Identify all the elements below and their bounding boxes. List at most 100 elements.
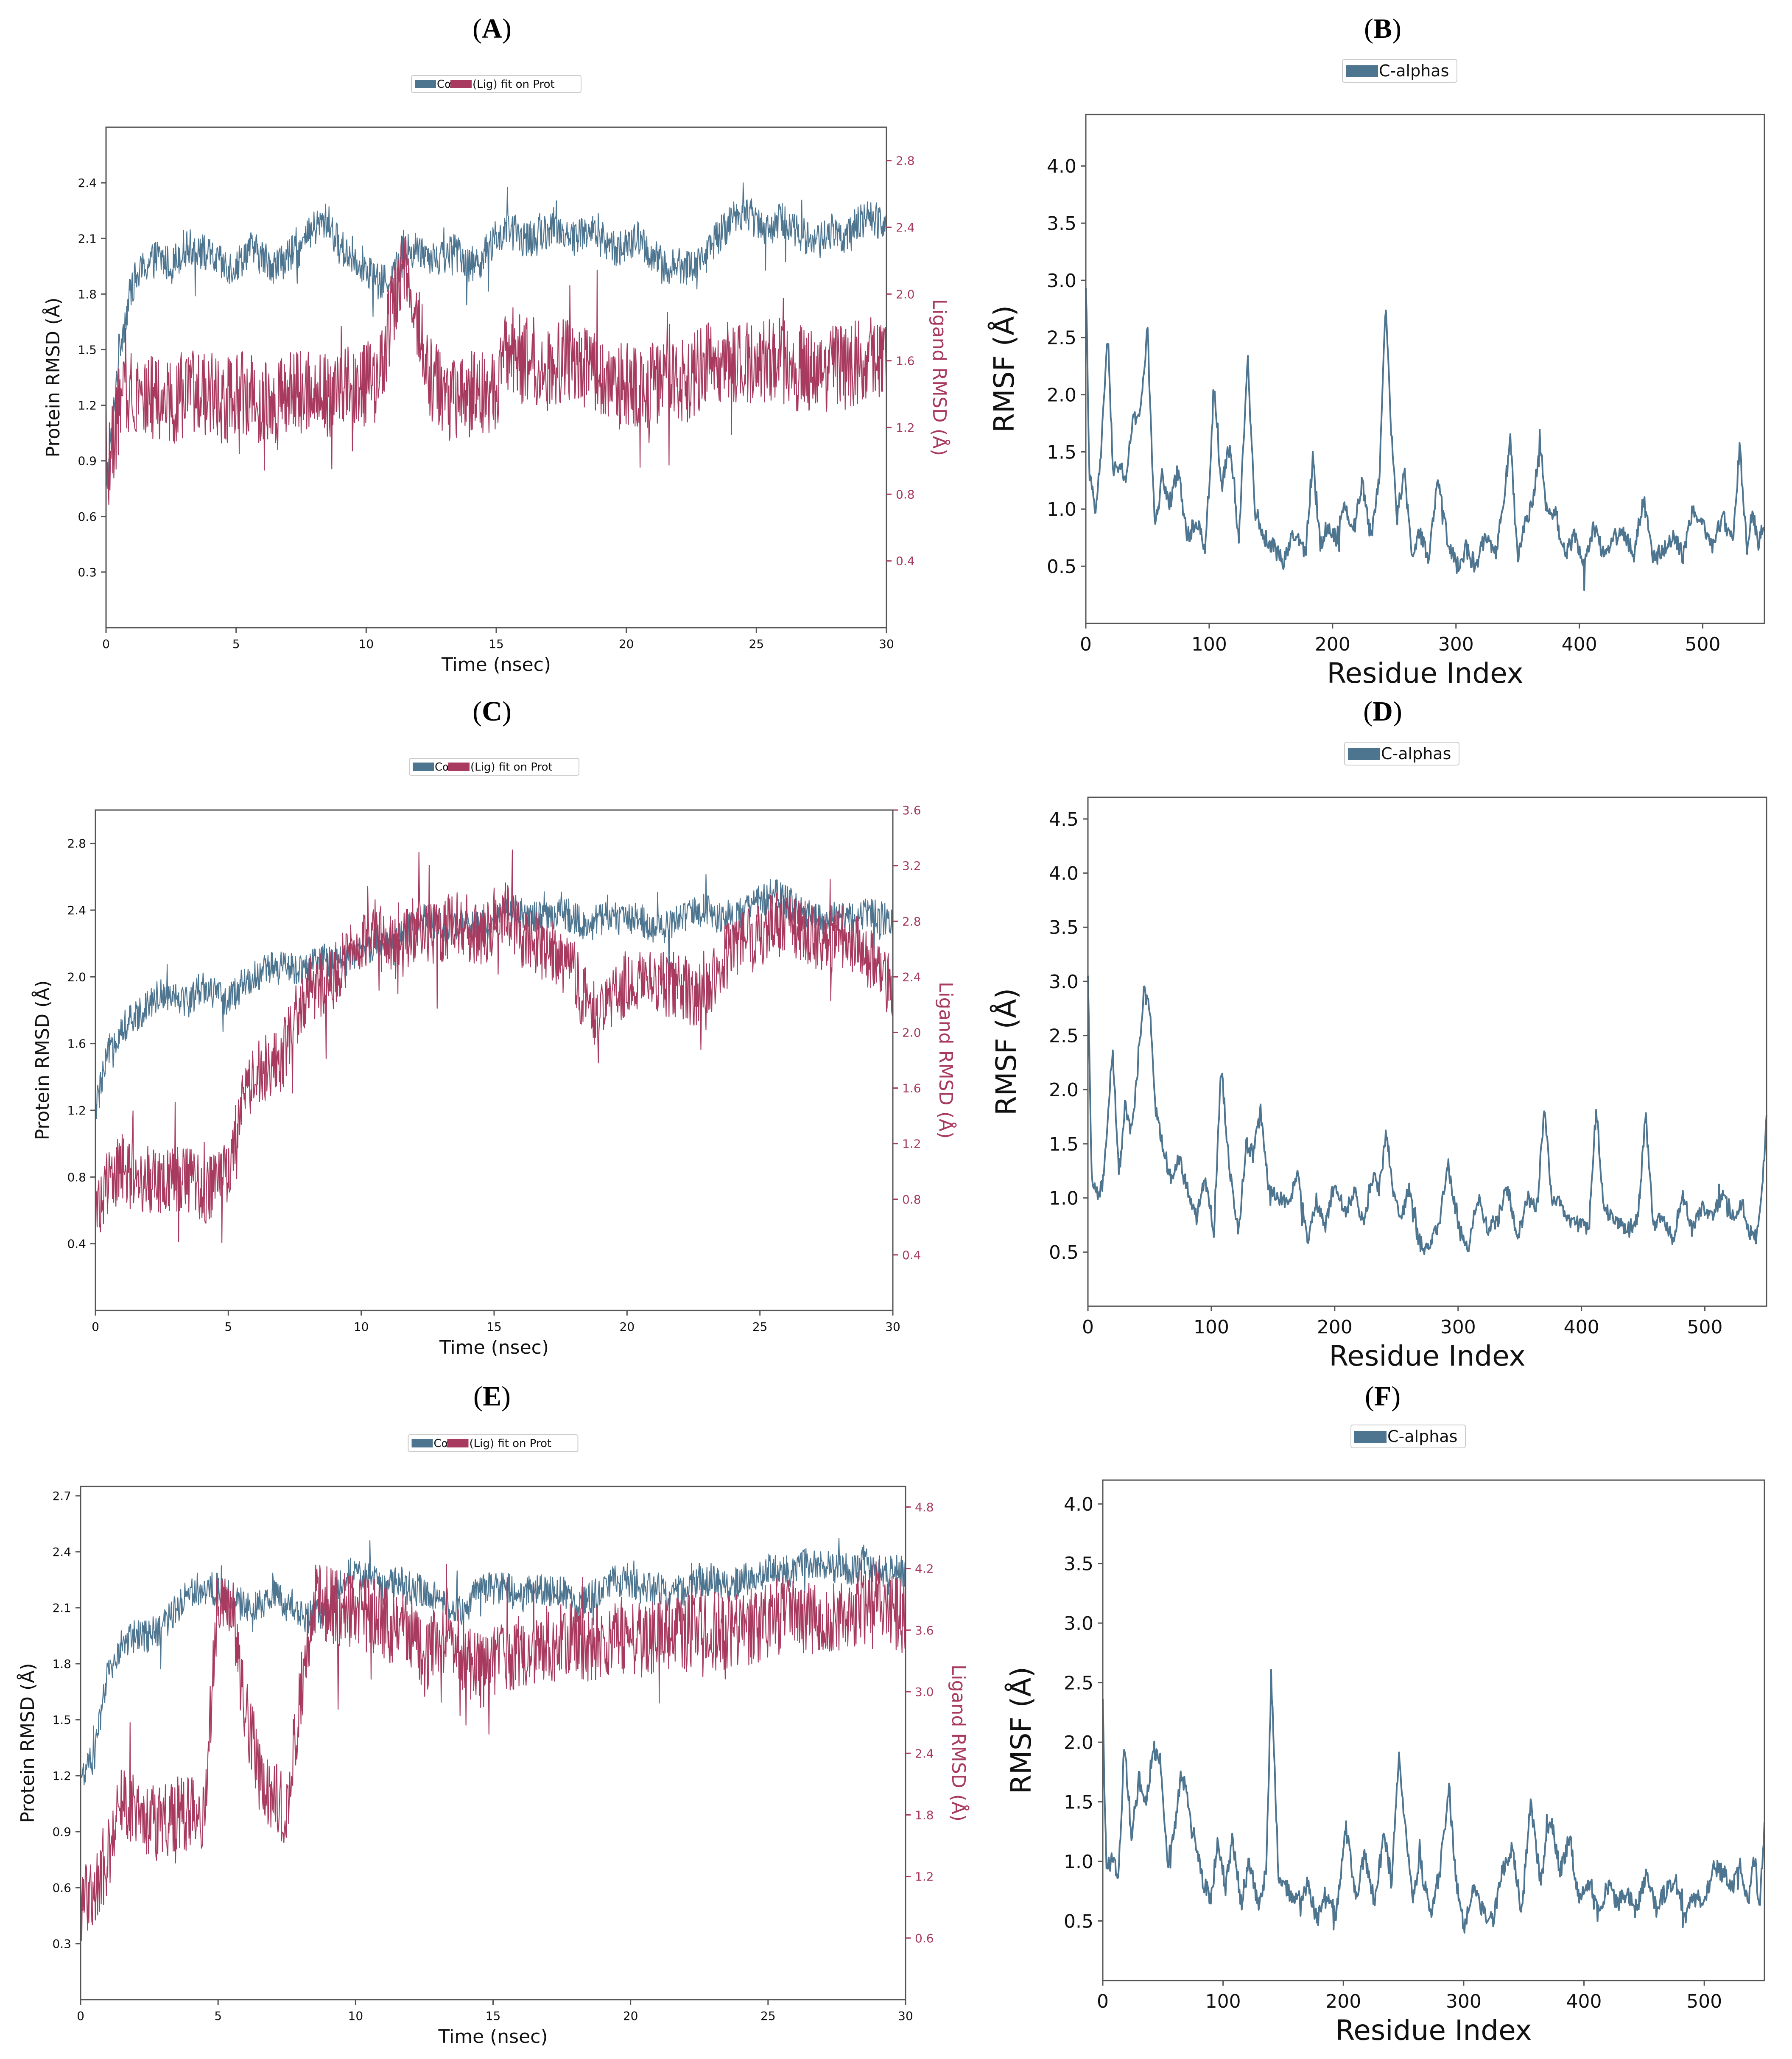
legend-label-f: C-alphas	[1387, 1427, 1457, 1446]
x-tick-label-b-0: 0	[1080, 634, 1092, 655]
panel-label-b-letter: B	[1373, 13, 1392, 44]
y-tick-label-e-2: 0.9	[52, 1825, 71, 1839]
y-tick-label-d-5: 3.0	[1049, 971, 1079, 993]
x-tick-label-c-0: 0	[92, 1320, 99, 1334]
panel-label-a-letter: A	[482, 13, 502, 44]
y2-tick-label-e-7: 4.8	[915, 1500, 934, 1514]
x-tick-label-f-4: 400	[1566, 1991, 1602, 2012]
y-tick-label-a-3: 1.2	[78, 399, 97, 413]
y-axis-label-d: RMSF (Å)	[990, 988, 1023, 1115]
rmsd-chart-e: 0 5 10 15 20 25 30 0.3 0.6 0.9 1.2 1.5 1.8 2.1 2.4 2.7 0…	[16, 1434, 970, 2048]
y-tick-label-e-6: 2.1	[52, 1601, 71, 1615]
y-tick-label-e-4: 1.5	[52, 1713, 71, 1727]
x-tick-label-e-1: 5	[214, 2009, 222, 2023]
y2-tick-label-a-6: 2.8	[896, 154, 915, 168]
y-tick-label-a-2: 0.9	[78, 454, 97, 468]
x-axis-label-c: Time (nsec)	[439, 1337, 549, 1358]
series-line-e-protein	[80, 1537, 906, 1785]
panel-label-c: (C)	[472, 696, 512, 727]
y2-tick-label-e-2: 1.8	[915, 1808, 934, 1822]
plot-frame-e	[80, 1486, 906, 2000]
y-tick-label-c-5: 2.4	[67, 903, 86, 917]
legend-swatch-ligand-e	[447, 1439, 469, 1447]
y-tick-label-f-1: 1.0	[1064, 1851, 1093, 1873]
y-tick-label-c-0: 0.4	[67, 1237, 86, 1251]
y-tick-label-a-5: 1.8	[78, 287, 97, 301]
y-tick-label-d-2: 1.5	[1049, 1134, 1079, 1155]
y-tick-label-f-7: 4.0	[1064, 1494, 1093, 1515]
y-tick-label-b-5: 3.0	[1047, 270, 1076, 292]
legend-label-protein-c: Cα	[435, 761, 450, 774]
plot-frame-f	[1102, 1479, 1765, 1981]
legend-swatch-f	[1354, 1431, 1387, 1443]
y-tick-label-d-0: 0.5	[1049, 1242, 1079, 1263]
y-tick-label-e-1: 0.6	[52, 1881, 71, 1895]
x-tick-label-c-5: 25	[752, 1320, 768, 1334]
panel-label-d: (D)	[1363, 696, 1402, 727]
y2-tick-label-a-0: 0.4	[896, 554, 915, 568]
x-tick-label-c-6: 30	[885, 1320, 900, 1334]
x-tick-label-c-2: 10	[354, 1320, 369, 1334]
y-tick-label-f-6: 3.5	[1064, 1553, 1093, 1575]
x-tick-label-e-4: 20	[623, 2009, 638, 2023]
x-tick-label-f-1: 100	[1205, 1991, 1241, 2012]
y2-tick-label-c-7: 3.2	[902, 859, 921, 873]
x-tick-label-e-6: 30	[898, 2009, 913, 2023]
series-line-a-ligand	[105, 229, 887, 505]
rmsf-chart-b: 0 100 200 300 400 500 0.5 1.0 1.5 2.0 2.5 3.0 3.5 4.0…	[988, 59, 1765, 690]
y-tick-label-d-6: 3.5	[1049, 917, 1079, 939]
y-tick-label-c-4: 2.0	[67, 970, 86, 984]
x-tick-label-a-2: 10	[359, 637, 374, 651]
y2-tick-label-c-5: 2.4	[902, 970, 921, 984]
y2-tick-label-a-4: 2.0	[896, 287, 915, 301]
y2-tick-label-a-2: 1.2	[896, 421, 915, 435]
legend-swatch-protein-e	[411, 1439, 433, 1447]
x-tick-label-c-1: 5	[224, 1320, 232, 1334]
y-tick-label-a-0: 0.3	[78, 565, 97, 579]
y2-tick-label-c-2: 1.2	[902, 1137, 921, 1151]
x-tick-label-a-6: 30	[879, 637, 894, 651]
x-tick-label-d-2: 200	[1317, 1316, 1353, 1338]
plot-frame-c	[95, 809, 894, 1311]
y2-tick-label-a-3: 1.6	[896, 354, 915, 368]
x-axis-label-b: Residue Index	[1327, 657, 1523, 690]
y2-tick-label-e-4: 3.0	[915, 1685, 934, 1699]
y2-tick-label-a-1: 0.8	[896, 487, 915, 501]
y-tick-label-a-6: 2.1	[78, 232, 97, 246]
x-tick-label-d-5: 500	[1687, 1316, 1723, 1338]
y-tick-label-b-4: 2.5	[1047, 327, 1076, 349]
x-tick-label-f-3: 300	[1446, 1991, 1482, 2012]
legend-swatch-d	[1348, 748, 1380, 760]
panel-label-a: (A)	[472, 13, 512, 44]
x-tick-label-d-1: 100	[1194, 1316, 1229, 1338]
legend-swatch-protein-c	[413, 763, 434, 771]
y2-tick-label-e-1: 1.2	[915, 1870, 934, 1884]
y-axis-label-b: RMSF (Å)	[988, 305, 1020, 433]
y2-axis-label-c: Ligand RMSD (Å)	[935, 982, 957, 1139]
panel-label-d-letter: D	[1373, 696, 1393, 727]
x-axis-label-f: Residue Index	[1335, 2014, 1532, 2047]
legend-label-ligand-a: (Lig) fit on Prot	[472, 78, 555, 91]
y-tick-label-e-5: 1.8	[52, 1657, 71, 1671]
series-line-d-c-alphas	[1087, 975, 1767, 1255]
y2-tick-label-e-3: 2.4	[915, 1746, 934, 1760]
y-tick-label-d-3: 2.0	[1049, 1079, 1079, 1101]
x-tick-label-a-4: 20	[619, 637, 634, 651]
y-tick-label-d-8: 4.5	[1049, 809, 1079, 830]
y-tick-label-b-7: 4.0	[1047, 156, 1076, 177]
y-axis-label-e: Protein RMSD (Å)	[16, 1663, 39, 1823]
y-tick-label-e-3: 1.2	[52, 1769, 71, 1783]
x-tick-label-b-1: 100	[1191, 634, 1227, 655]
legend-swatch-ligand-c	[448, 763, 470, 771]
x-tick-label-e-3: 15	[486, 2009, 501, 2023]
rmsd-chart-c: 0 5 10 15 20 25 30 0.4 0.8 1.2 1.6 2.0 2.4 2.8 0.4 0.8 1…	[31, 758, 957, 1358]
series-line-f-c-alphas	[1102, 1669, 1765, 1934]
series-line-b-c-alphas	[1085, 288, 1765, 591]
y2-tick-label-c-1: 0.8	[902, 1193, 921, 1207]
legend-label-ligand-c: (Lig) fit on Prot	[470, 761, 553, 774]
x-tick-label-b-5: 500	[1685, 634, 1721, 655]
y-tick-label-c-2: 1.2	[67, 1104, 86, 1118]
x-tick-label-c-4: 20	[620, 1320, 635, 1334]
y-tick-label-f-4: 2.5	[1064, 1672, 1093, 1694]
y-tick-label-f-5: 3.0	[1064, 1613, 1093, 1634]
